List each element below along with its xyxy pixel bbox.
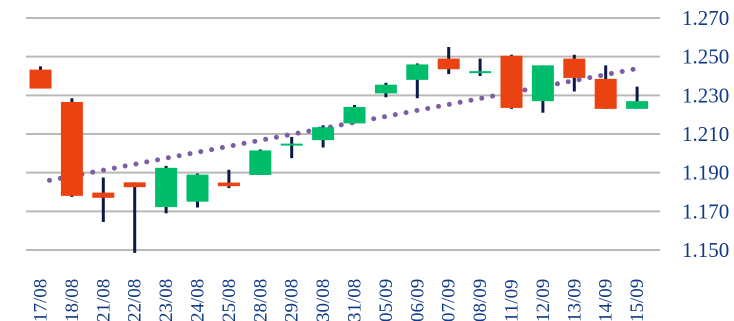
candle (186, 173, 209, 208)
x-tick-label: 14/09 (596, 279, 617, 321)
candle (500, 54, 523, 109)
candle-body-up (343, 106, 366, 124)
candle-body-up (531, 65, 554, 102)
candle (563, 54, 586, 92)
y-tick-label: 1.190 (682, 161, 729, 185)
x-tick-label: 31/08 (345, 279, 366, 321)
x-tick-label: 07/09 (439, 279, 460, 321)
candle (343, 105, 366, 124)
candle-body-down (563, 58, 586, 78)
y-tick-label: 1.270 (682, 6, 729, 30)
x-axis-tick-labels: 17/08 18/08 21/08 22/08 23/08 24/08 25/08 28/08… (31, 279, 649, 321)
candle-body-up (406, 64, 429, 80)
x-tick-label: 24/08 (188, 279, 209, 321)
candle-body-down (217, 182, 240, 187)
candle-body-up (374, 84, 397, 94)
candle-body-up (312, 127, 335, 141)
y-tick-label: 1.230 (682, 83, 729, 107)
candle-body-up (186, 174, 209, 202)
candle (92, 177, 115, 222)
candle (374, 82, 397, 98)
candle (531, 65, 554, 113)
candle (469, 58, 492, 76)
y-axis-tick-labels: 1.270 1.250 1.230 1.210 1.190 1.170 1.150 (682, 6, 729, 262)
candle (594, 65, 617, 109)
x-tick-label: 08/09 (470, 279, 491, 321)
candle-body-down (60, 101, 83, 196)
candle-body-down (500, 55, 523, 108)
candle (249, 149, 272, 175)
trend-line-path (47, 65, 642, 183)
x-tick-label: 29/08 (282, 279, 303, 321)
x-tick-label: 15/09 (627, 279, 648, 321)
candle-body-up (469, 71, 492, 74)
candle (217, 169, 240, 189)
x-tick-label: 30/08 (313, 279, 334, 321)
candle-body-up (280, 143, 303, 146)
candle (406, 63, 429, 99)
y-tick-label: 1.250 (682, 45, 729, 69)
x-tick-label: 22/08 (125, 279, 146, 321)
x-tick-label: 05/09 (376, 279, 397, 321)
candle-body-up (626, 101, 649, 109)
candle (626, 86, 649, 109)
grid-lines (26, 17, 660, 251)
candle-body-down (123, 182, 146, 188)
x-tick-label: 12/09 (533, 279, 554, 321)
candle-body-down (92, 192, 115, 198)
y-tick-label: 1.210 (682, 122, 729, 146)
candle (280, 136, 303, 159)
candle-body-down (594, 78, 617, 109)
candle (29, 66, 52, 89)
x-tick-label: 13/09 (564, 279, 585, 321)
candle-body-up (155, 167, 178, 208)
x-tick-label: 23/08 (156, 279, 177, 321)
candle-body-down (437, 58, 460, 70)
x-tick-label: 25/08 (219, 279, 240, 321)
candle (155, 165, 178, 214)
candle (437, 47, 460, 75)
candle (60, 98, 83, 197)
candle (312, 125, 335, 148)
candle-body-up (249, 150, 272, 175)
x-tick-label: 11/09 (502, 279, 523, 321)
x-tick-label: 06/09 (407, 279, 428, 321)
y-tick-label: 1.150 (682, 238, 729, 262)
x-tick-label: 21/08 (93, 279, 114, 321)
candle (123, 182, 146, 253)
x-tick-label: 18/08 (62, 279, 83, 321)
x-tick-label: 28/08 (250, 279, 271, 321)
x-tick-label: 17/08 (31, 279, 52, 321)
candle-body-down (29, 69, 52, 89)
y-tick-label: 1.170 (682, 199, 729, 223)
candles (29, 47, 649, 253)
trend-line (47, 65, 642, 183)
